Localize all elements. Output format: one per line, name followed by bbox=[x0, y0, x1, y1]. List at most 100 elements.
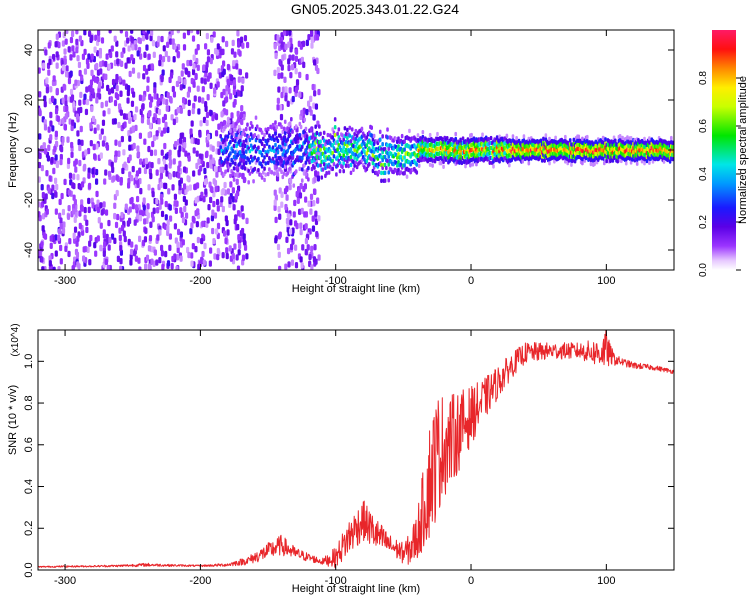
spectrogram-cell bbox=[203, 78, 207, 85]
spectrogram-cell bbox=[344, 139, 348, 145]
spectrogram-cell bbox=[302, 40, 306, 48]
spectrogram-cell bbox=[164, 153, 169, 160]
spectrogram-cell bbox=[60, 145, 64, 153]
spectrogram-cell bbox=[224, 169, 227, 174]
spectrogram-cell bbox=[341, 156, 344, 162]
spectrogram-cell bbox=[64, 94, 68, 102]
spectrogram-cell bbox=[288, 177, 293, 185]
spectrogram-cell bbox=[211, 209, 215, 216]
spectrogram-cell bbox=[221, 205, 225, 213]
spectrogram-cell bbox=[64, 245, 68, 252]
spectrogram-cell bbox=[121, 167, 125, 175]
spectrogram-cell bbox=[192, 147, 196, 154]
spectrogram-cell bbox=[342, 153, 345, 158]
spectrogram-cell bbox=[177, 165, 181, 172]
spectrogram-cell bbox=[168, 76, 172, 84]
spectrogram-cell bbox=[616, 159, 620, 164]
spectrogram-cell bbox=[210, 36, 214, 43]
spectrogram-x-tick-label: -100 bbox=[325, 275, 347, 287]
spectrogram-cell bbox=[183, 205, 187, 213]
spectrogram-cell bbox=[408, 128, 411, 134]
spectrogram-cell bbox=[333, 125, 337, 130]
spectrogram-cell bbox=[91, 115, 96, 123]
spectrogram-cell bbox=[277, 206, 281, 213]
spectrogram-cell bbox=[53, 145, 57, 153]
spectrogram-cell bbox=[43, 95, 47, 102]
spectrogram-cell bbox=[544, 133, 548, 138]
spectrogram-cell bbox=[200, 77, 204, 84]
spectrogram-cell bbox=[276, 104, 280, 111]
spectrogram-cell bbox=[87, 197, 91, 205]
spectrogram-cell bbox=[120, 135, 124, 143]
spectrogram-cell bbox=[162, 98, 166, 105]
spectrogram-cell bbox=[145, 33, 149, 40]
spectrogram-cell bbox=[294, 55, 299, 63]
spectrogram-y-tick-label: 20 bbox=[23, 94, 35, 106]
spectrogram-cell bbox=[231, 187, 235, 194]
spectrogram-cell bbox=[309, 127, 313, 132]
spectrogram-cell bbox=[217, 148, 221, 155]
spectrogram-cell bbox=[181, 216, 186, 224]
spectrogram-cell bbox=[176, 241, 180, 248]
spectrogram-cell bbox=[186, 175, 190, 182]
figure-title: GN05.2025.343.01.22.G24 bbox=[291, 1, 459, 17]
spectrogram-cell bbox=[276, 66, 280, 74]
spectrogram-cell bbox=[281, 54, 285, 61]
snr-x-ticks: -300 -200 -100 0 100 bbox=[54, 330, 616, 587]
spectrogram-cell bbox=[159, 181, 163, 189]
spectrogram-cell bbox=[247, 180, 250, 185]
spectrogram-cell bbox=[613, 138, 617, 143]
spectrogram-cell bbox=[233, 98, 237, 106]
spectrogram-cell bbox=[272, 171, 276, 176]
spectrogram-cell bbox=[122, 149, 126, 156]
spectrogram-cell bbox=[260, 164, 264, 169]
spectrogram-cell bbox=[131, 44, 135, 51]
spectrogram-cell bbox=[201, 220, 205, 228]
spectrogram-cell bbox=[284, 86, 288, 93]
spectrogram-cell bbox=[240, 227, 245, 235]
spectrogram-cell bbox=[349, 139, 353, 144]
spectrogram-cell bbox=[128, 135, 132, 142]
spectrogram-cell bbox=[300, 178, 304, 183]
spectrogram-cell bbox=[305, 108, 309, 116]
spectrogram-cell bbox=[82, 98, 86, 105]
spectrogram-cell bbox=[253, 166, 257, 172]
spectrogram-cell bbox=[142, 94, 146, 101]
spectrogram-cell bbox=[436, 131, 439, 137]
spectrogram-cell bbox=[157, 97, 161, 105]
spectrogram-cell bbox=[128, 217, 132, 225]
spectrogram-cell bbox=[553, 159, 556, 164]
spectrogram-cell bbox=[431, 163, 434, 168]
spectrogram-cell bbox=[221, 36, 225, 43]
spectrogram-cell bbox=[273, 199, 277, 206]
spectrogram-cell bbox=[236, 209, 241, 217]
spectrogram-cell bbox=[146, 203, 150, 210]
spectrogram-cell bbox=[147, 184, 151, 191]
spectrogram-cell bbox=[116, 58, 120, 65]
spectrogram-cell bbox=[136, 178, 140, 186]
spectrogram-cell bbox=[134, 124, 138, 132]
spectrogram-cell bbox=[354, 152, 358, 157]
spectrogram-cell bbox=[225, 219, 229, 227]
spectrogram-cell bbox=[304, 137, 308, 143]
spectrogram-cell bbox=[307, 166, 310, 171]
spectrogram-cell bbox=[61, 40, 66, 47]
spectrogram-cell bbox=[383, 170, 387, 176]
spectrogram-cell bbox=[214, 113, 218, 120]
spectrogram-cell bbox=[240, 119, 243, 125]
spectrogram-cell bbox=[346, 151, 349, 156]
spectrogram-cell bbox=[152, 207, 156, 214]
spectrogram-cell bbox=[132, 249, 137, 257]
spectrogram-cell bbox=[43, 233, 48, 240]
spectrogram-cell bbox=[294, 87, 299, 94]
spectrogram-cell bbox=[341, 148, 344, 154]
spectrogram-cell bbox=[114, 139, 118, 146]
snr-x-tick-label: 0 bbox=[468, 575, 474, 587]
spectrogram-cell bbox=[231, 171, 235, 176]
spectrogram-cell bbox=[346, 127, 349, 133]
spectrogram-cell bbox=[242, 128, 246, 133]
spectrogram-cell bbox=[126, 182, 131, 189]
spectrogram-cell bbox=[415, 170, 419, 175]
spectrogram-cell bbox=[336, 139, 339, 144]
spectrogram-cell bbox=[146, 76, 150, 83]
